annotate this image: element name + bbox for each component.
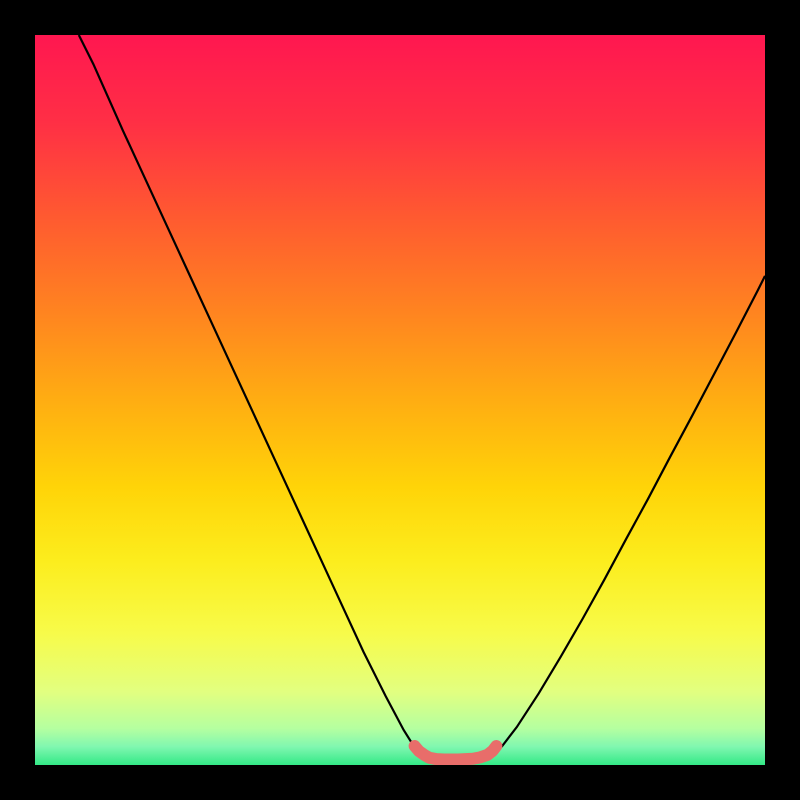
stage: TheBottleneck.com <box>0 0 800 800</box>
curve-black <box>79 35 765 761</box>
curve-pink <box>415 746 497 760</box>
watermark: TheBottleneck.com <box>550 0 800 35</box>
chart-curves <box>35 35 765 765</box>
watermark-text: TheBottleneck.com <box>587 5 790 31</box>
plot-area <box>35 35 765 765</box>
